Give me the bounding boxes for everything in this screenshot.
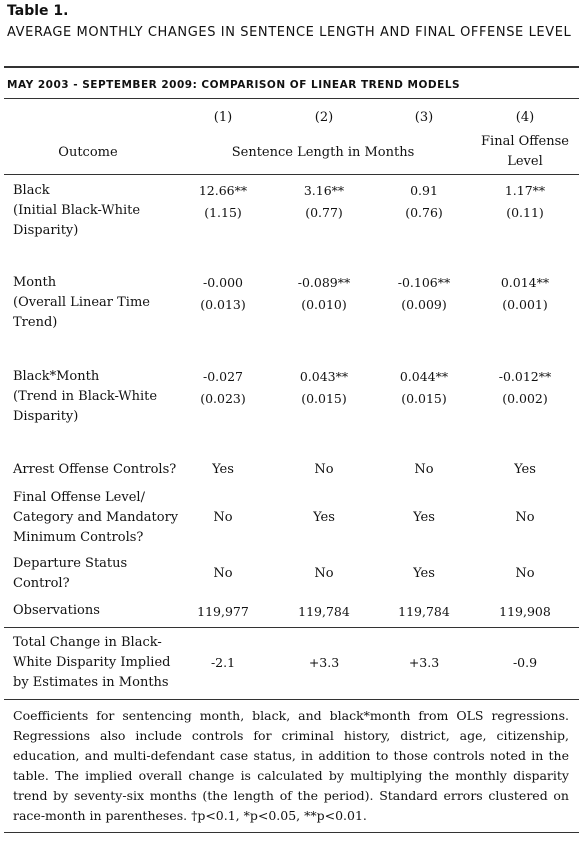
arrest-controls-label: Arrest Offense Controls? xyxy=(13,462,177,477)
se-month-col4: (0.001) xyxy=(502,297,548,312)
final-offense-controls-col4: No xyxy=(515,510,535,525)
sentence-length-header: Sentence Length in Months xyxy=(231,145,415,160)
coef-month-col3: -0.106** xyxy=(397,275,451,290)
column-number-4: (4) xyxy=(515,110,535,125)
total-change-col2: +3.3 xyxy=(308,655,340,670)
bottom-rule xyxy=(4,832,579,833)
arrest-controls-col3: No xyxy=(414,462,434,477)
final-offense-controls-label-line3: Minimum Controls? xyxy=(13,530,144,545)
arrest-controls-col1: Yes xyxy=(212,462,234,477)
total-change-col1: -2.1 xyxy=(210,655,236,670)
header-rule xyxy=(4,174,579,175)
coef-month-col2: -0.089** xyxy=(297,275,351,290)
notes-rule xyxy=(4,699,579,700)
se-black-col2: (0.77) xyxy=(305,205,343,220)
row-label-black-month-line2: (Trend in Black-White xyxy=(13,389,158,404)
row-label-month-line2: (Overall Linear Time xyxy=(13,295,150,310)
se-month-col3: (0.009) xyxy=(401,297,447,312)
outcome-header: Outcome xyxy=(58,145,118,160)
total-change-col4: -0.9 xyxy=(512,655,538,670)
top-rule xyxy=(4,66,579,68)
row-label-month: Month xyxy=(13,275,57,290)
final-offense-controls-label-line2: Category and Mandatory xyxy=(13,510,179,525)
table-subtitle: MAY 2003 - SEPTEMBER 2009: COMPARISON OF… xyxy=(7,79,461,91)
row-label-black: Black xyxy=(13,183,50,198)
departure-controls-label-line2: Control? xyxy=(13,576,70,591)
se-black-col1: (1.15) xyxy=(204,205,242,220)
observations-col3: 119,784 xyxy=(398,604,450,619)
observations-label: Observations xyxy=(13,603,100,618)
se-black-month-col2: (0.015) xyxy=(301,391,347,406)
coef-black-month-col4: -0.012** xyxy=(498,369,552,384)
coef-month-col4: 0.014** xyxy=(500,275,550,290)
row-label-month-line3: Trend) xyxy=(13,315,58,330)
final-offense-controls-col3: Yes xyxy=(413,510,435,525)
se-month-col1: (0.013) xyxy=(200,297,246,312)
observations-col2: 119,784 xyxy=(298,604,350,619)
departure-controls-col2: No xyxy=(314,566,334,581)
se-black-month-col4: (0.002) xyxy=(502,391,548,406)
coef-black-col3: 0.91 xyxy=(410,183,438,198)
final-offense-header-line1: Final Offense xyxy=(481,134,569,149)
departure-controls-col4: No xyxy=(515,566,535,581)
se-month-col2: (0.010) xyxy=(301,297,347,312)
observations-rule xyxy=(4,627,579,628)
final-offense-header-line2: Level xyxy=(507,154,543,169)
se-black-month-col1: (0.023) xyxy=(200,391,246,406)
total-change-label: Total Change in Black- xyxy=(13,635,162,650)
table-label: Table 1. xyxy=(7,3,69,19)
row-label-black-month: Black*Month xyxy=(13,369,100,384)
departure-controls-col3: Yes xyxy=(413,566,435,581)
coef-black-col4: 1.17** xyxy=(504,183,546,198)
coef-black-col2: 3.16** xyxy=(303,183,345,198)
total-change-label-line2: White Disparity Implied xyxy=(13,655,171,670)
row-label-black-month-line3: Disparity) xyxy=(13,409,79,424)
column-number-2: (2) xyxy=(314,110,334,125)
final-offense-controls-col1: No xyxy=(213,510,233,525)
coef-black-col1: 12.66** xyxy=(198,183,248,198)
total-change-label-line3: by Estimates in Months xyxy=(13,675,169,690)
coef-black-month-col3: 0.044** xyxy=(399,369,449,384)
column-number-3: (3) xyxy=(414,110,434,125)
se-black-col3: (0.76) xyxy=(405,205,443,220)
se-black-month-col3: (0.015) xyxy=(401,391,447,406)
se-black-col4: (0.11) xyxy=(506,205,544,220)
coef-month-col1: -0.000 xyxy=(202,275,244,290)
observations-col1: 119,977 xyxy=(197,604,249,619)
coef-black-month-col2: 0.043** xyxy=(299,369,349,384)
column-number-1: (1) xyxy=(213,110,233,125)
row-label-black-line3: Disparity) xyxy=(13,223,79,238)
final-offense-controls-label: Final Offense Level/ xyxy=(13,490,145,505)
total-change-col3: +3.3 xyxy=(408,655,440,670)
departure-controls-col1: No xyxy=(213,566,233,581)
row-label-black-line2: (Initial Black-White xyxy=(13,203,141,218)
arrest-controls-col2: No xyxy=(314,462,334,477)
table-title: AVERAGE MONTHLY CHANGES IN SENTENCE LENG… xyxy=(7,25,572,40)
departure-controls-label: Departure Status xyxy=(13,556,128,571)
final-offense-controls-col2: Yes xyxy=(313,510,335,525)
arrest-controls-col4: Yes xyxy=(514,462,536,477)
coef-black-month-col1: -0.027 xyxy=(202,369,244,384)
observations-col4: 119,908 xyxy=(499,604,551,619)
subtitle-rule xyxy=(4,98,579,99)
table-note: Coefficients for sentencing month, black… xyxy=(13,708,569,823)
